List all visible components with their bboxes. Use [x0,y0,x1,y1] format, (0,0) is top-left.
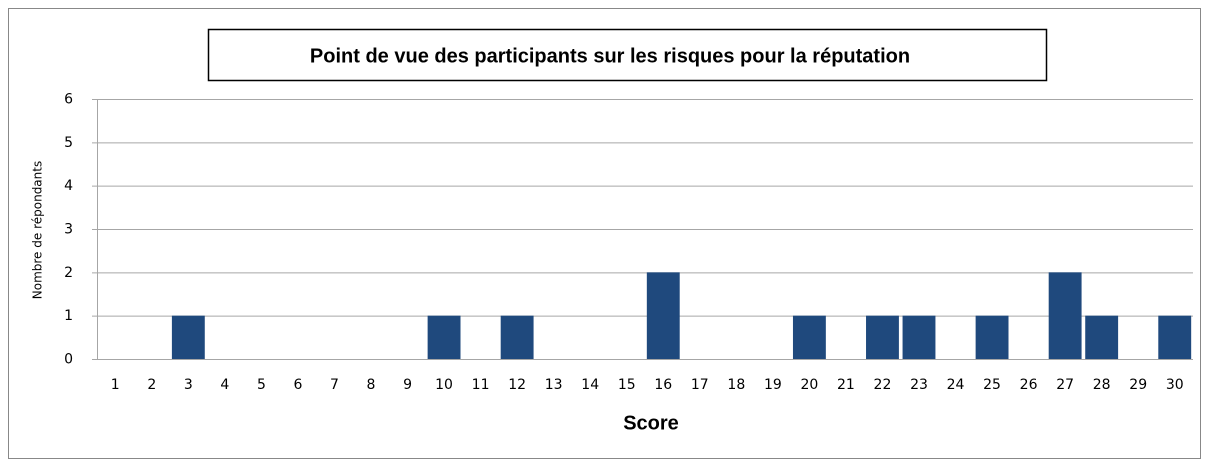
bar [646,272,680,359]
x-tick-label: 20 [800,377,818,393]
x-tick-label: 21 [837,377,855,393]
x-tick-label: 6 [293,377,302,393]
x-tick-label: 19 [764,377,782,393]
y-tick-label: 4 [64,178,73,194]
bar [1048,272,1082,359]
x-tick-label: 29 [1129,377,1147,393]
bar [171,315,205,359]
x-tick-label: 18 [727,377,745,393]
x-tick-label: 13 [545,377,563,393]
x-tick-label: 30 [1166,377,1184,393]
y-tick-label: 0 [64,352,73,368]
bar [866,315,899,359]
bar [500,315,534,359]
chart-frame [8,8,1201,459]
x-tick-label: 16 [654,377,672,393]
y-tick-label: 2 [64,265,73,281]
bar [975,315,1009,359]
y-tick-label: 1 [64,308,73,324]
x-tick-label: 22 [874,377,892,393]
title-box [207,28,1048,82]
x-tick-label: 28 [1093,377,1111,393]
x-tick-label: 24 [947,377,965,393]
x-tick-label: 14 [581,377,599,393]
x-tick-label: 3 [184,377,193,393]
y-tick-label: 5 [64,135,73,151]
x-tick-label: 2 [147,377,156,393]
x-tick-label: 9 [403,377,412,393]
y-tick-label: 3 [64,222,73,238]
bar [1085,315,1119,359]
bar [902,315,936,359]
chart-title: Point de vue des participants sur les ri… [310,45,910,67]
x-tick-label: 8 [367,377,376,393]
x-tick-label: 17 [691,377,709,393]
x-tick-label: 25 [983,377,1001,393]
x-tick-label: 5 [257,377,266,393]
x-tick-label: 10 [435,377,453,393]
bar [1158,315,1192,359]
x-tick-label: 4 [220,377,229,393]
x-tick-label: 1 [111,377,120,393]
x-tick-label: 27 [1056,377,1074,393]
bar [427,315,461,359]
x-tick-label: 15 [618,377,636,393]
x-tick-label: 26 [1020,377,1038,393]
y-tick-label: 6 [64,92,73,108]
x-axis-label: Score [623,412,679,434]
bar [792,315,826,359]
x-tick-label: 23 [910,377,928,393]
x-tick-label: 7 [330,377,339,393]
y-axis-label: Nombre de répondants [31,161,45,299]
x-tick-label: 12 [508,377,526,393]
x-tick-label: 11 [472,377,490,393]
